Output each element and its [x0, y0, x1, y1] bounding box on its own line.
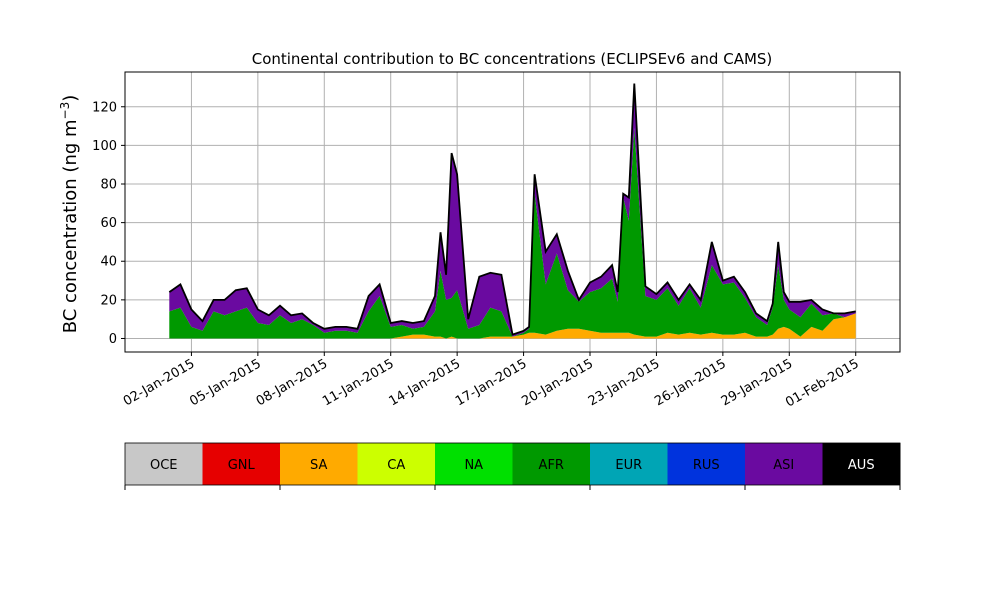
y-axis-label-end: ) — [60, 95, 81, 102]
x-axis-ticks: 02-Jan-201505-Jan-201508-Jan-201511-Jan-… — [121, 352, 862, 410]
legend-label-oce: OCE — [150, 458, 178, 473]
legend: OCE GNL SA CA NA AFR EUR RUS ASI AUS — [124, 442, 901, 490]
total-outline — [168, 83, 856, 336]
legend-swatch-gnl — [202, 443, 281, 485]
legend-swatch-sa — [280, 443, 358, 485]
x-tick-label: 08-Jan-2015 — [254, 356, 331, 409]
x-tick-label: 11-Jan-2015 — [320, 356, 397, 409]
y-tick-label: 60 — [100, 216, 117, 231]
total-line — [168, 83, 856, 336]
y-axis-label: BC concentration (ng m−3) — [58, 95, 81, 334]
legend-label-na: NA — [464, 458, 483, 473]
legend-swatch-ca — [357, 443, 436, 485]
plot-areas — [169, 83, 856, 339]
x-tick-label: 02-Jan-2015 — [121, 356, 198, 409]
x-tick-label: 29-Jan-2015 — [719, 356, 796, 409]
legend-swatch-na — [435, 443, 513, 485]
area-afr — [169, 128, 856, 339]
y-tick-label: 20 — [100, 293, 117, 308]
legend-swatch-asi — [745, 443, 823, 485]
legend-label-aus: AUS — [848, 458, 875, 473]
legend-label-afr: AFR — [539, 458, 564, 473]
y-tick-label: 40 — [100, 255, 117, 270]
legend-swatch-eur — [590, 443, 668, 485]
legend-swatch-rus — [667, 443, 746, 485]
legend-swatch-afr — [512, 443, 591, 485]
x-tick-label: 26-Jan-2015 — [652, 356, 729, 409]
y-tick-label: 100 — [92, 139, 117, 154]
y-tick-label: 0 — [109, 332, 117, 347]
y-tick-label: 80 — [100, 178, 117, 193]
y-tick-label: 120 — [92, 100, 117, 115]
legend-label-eur: EUR — [615, 458, 642, 473]
x-tick-label: 14-Jan-2015 — [387, 356, 464, 409]
y-axis-label-main: BC concentration (ng m — [60, 119, 81, 333]
x-tick-label: 01-Feb-2015 — [783, 356, 862, 410]
x-tick-label: 17-Jan-2015 — [453, 356, 530, 409]
legend-label-gnl: GNL — [228, 458, 256, 473]
legend-swatch-aus — [822, 443, 901, 485]
legend-label-rus: RUS — [693, 458, 720, 473]
legend-frame — [124, 442, 901, 486]
chart-title: Continental contribution to BC concentra… — [252, 50, 773, 68]
area-sa — [169, 313, 856, 339]
legend-label-ca: CA — [387, 458, 405, 473]
area-asi — [169, 83, 856, 337]
x-tick-label: 23-Jan-2015 — [586, 356, 663, 409]
y-axis-label-sup: −3 — [58, 102, 72, 120]
x-tick-label: 20-Jan-2015 — [519, 356, 596, 409]
legend-label-asi: ASI — [773, 458, 794, 473]
legend-label-sa: SA — [310, 458, 327, 473]
legend-swatch-oce — [125, 443, 203, 485]
x-tick-label: 05-Jan-2015 — [187, 356, 264, 409]
plot-frame — [124, 71, 901, 353]
y-axis-ticks: 0 20 40 60 80 100 120 — [92, 100, 125, 347]
